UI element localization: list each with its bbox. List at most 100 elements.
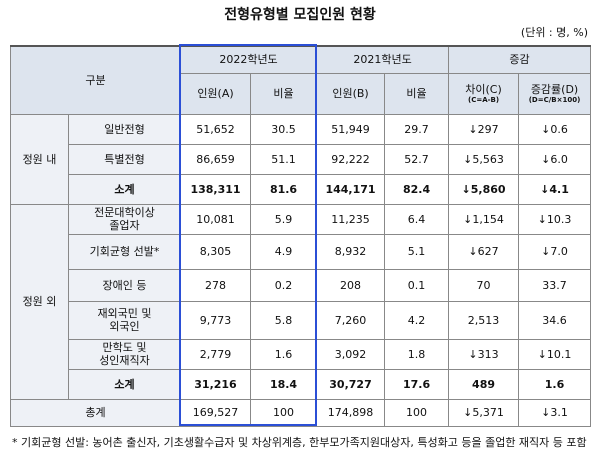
- row: 정원 외 전문대학이상 졸업자 10,081 5.9 11,235 6.4 ↓1,154 ↓10…: [10, 203, 592, 400]
- cell: 11,235: [316, 203, 386, 235]
- cell: 3,092: [316, 338, 386, 370]
- row: 소계 31,216 18.4 30,727 17.6 489 1.6: [11, 368, 592, 400]
- row-label-line: 졸업자: [109, 219, 140, 232]
- cell: 31,216: [180, 368, 251, 400]
- cell: 1.8: [384, 338, 450, 370]
- row: 정원 내 일반전형 51,652 30.5 51,949 29.7 ↓297 ↓0.6: [10, 113, 592, 205]
- header-text: 차이(C): [465, 82, 502, 96]
- header-cell: 인원(A): [180, 72, 251, 115]
- header-text: 증감률(D): [530, 82, 579, 96]
- row-label: 소계: [68, 368, 181, 400]
- table: 구분 2022학년도 2021학년도 증감 인원(A) 비율 인원(B) 비율 차이(C…: [10, 45, 592, 427]
- cell: 2,513: [448, 300, 520, 340]
- cell: 2,779: [180, 338, 251, 370]
- header-cell: 비율: [384, 72, 450, 115]
- cell: 10,081: [180, 203, 251, 235]
- header-cell: 인원(B): [316, 72, 386, 115]
- cell: ↓10.1: [518, 338, 592, 370]
- cell: 70: [448, 268, 520, 302]
- row: 재외국민 및 외국인 9,773 5.8 7,260 4.2 2,513 34.6: [11, 300, 592, 340]
- cell: ↓6.0: [518, 143, 592, 175]
- cell: 169,527: [180, 398, 251, 427]
- cell: ↓5,563: [448, 143, 520, 175]
- cell: ↓627: [448, 233, 520, 270]
- cell: 34.6: [518, 300, 592, 340]
- row-label-line: 외국인: [109, 320, 140, 333]
- cell: 138,311: [180, 173, 251, 205]
- cell: 4.2: [384, 300, 450, 340]
- cell: 51,652: [180, 113, 251, 145]
- header-cell: 2022학년도: [179, 45, 318, 74]
- cell: 208: [316, 268, 386, 302]
- total-row: 총계 169,527 100 174,898 100 ↓5,371 ↓3.1: [10, 398, 592, 427]
- cell: 5.1: [384, 233, 450, 270]
- row-label-line: 특별전형: [104, 152, 145, 166]
- header-text: 인원(A): [197, 87, 234, 100]
- cell: ↓5,371: [448, 398, 520, 427]
- cell: 5.9: [249, 203, 318, 235]
- cell: 29.7: [384, 113, 450, 145]
- cell: ↓0.6: [518, 113, 592, 145]
- row-label: 일반전형: [68, 113, 181, 145]
- row-label-line: 소계: [114, 182, 135, 196]
- cell: 6.4: [384, 203, 450, 235]
- header-cell: 2021학년도: [316, 45, 450, 74]
- row-label-line: 기회균형 선발*: [89, 245, 160, 258]
- cell: 9,773: [180, 300, 251, 340]
- cell: 51.1: [249, 143, 318, 175]
- unit: (단위 : 명, %): [520, 26, 588, 39]
- cell: 7,260: [316, 300, 386, 340]
- cell: ↓313: [448, 338, 520, 370]
- cell: 30,727: [316, 368, 386, 400]
- row-label: 소계: [68, 173, 181, 205]
- row-label-line: 재외국민 및: [97, 307, 152, 320]
- header-text: 인원(B): [332, 87, 369, 100]
- cell: 17.6: [384, 368, 450, 400]
- footnote: * 기회균형 선발: 농어촌 출신자, 기초생활수급자 및 차상위계층, 한부모…: [12, 436, 587, 449]
- header-cell: 증감: [448, 45, 592, 74]
- row: 소계 138,311 81.6 144,171 82.4 ↓5,860 ↓4.1: [11, 173, 592, 205]
- cell: 30.5: [249, 113, 318, 145]
- cell: 1.6: [518, 368, 592, 400]
- header-text: 비율: [406, 87, 427, 100]
- row-label-line: 만학도 및: [102, 341, 147, 354]
- row-label-line: 일반전형: [104, 122, 145, 136]
- cell: ↓4.1: [518, 173, 592, 205]
- row-label: 기회균형 선발*: [68, 233, 181, 270]
- header-cell: 차이(C) (C=A-B): [448, 72, 520, 115]
- cell: 1.6: [249, 338, 318, 370]
- cell: 52.7: [384, 143, 450, 175]
- row-label: 장애인 등: [68, 268, 181, 302]
- cell: 18.4: [249, 368, 318, 400]
- title: 전형유형별 모집인원 현황: [224, 7, 376, 23]
- row: 장애인 등 278 0.2 208 0.1 70 33.7: [11, 268, 592, 302]
- cell: ↓10.3: [518, 203, 592, 235]
- header-cell: 구분: [10, 45, 181, 115]
- cell: 8,305: [180, 233, 251, 270]
- row-label-line: 전문대학이상: [94, 206, 155, 219]
- group-label: 정원 내: [10, 113, 69, 205]
- cell: 0.1: [384, 268, 450, 302]
- total-label: 총계: [10, 398, 181, 427]
- cell: ↓5,860: [448, 173, 520, 205]
- cell: 86,659: [180, 143, 251, 175]
- row-label: 재외국민 및 외국인: [68, 300, 181, 340]
- cell: 92,222: [316, 143, 386, 175]
- row: 기회균형 선발* 8,305 4.9 8,932 5.1 ↓627 ↓7.0: [11, 233, 592, 270]
- row-label-line: 장애인 등: [102, 278, 147, 292]
- cell: ↓1,154: [448, 203, 520, 235]
- header-cell: 비율: [249, 72, 318, 115]
- cell: 33.7: [518, 268, 592, 302]
- row-label: 만학도 및 성인재직자: [68, 338, 181, 370]
- cell: 82.4: [384, 173, 450, 205]
- formula: (C=A-B): [468, 95, 500, 104]
- row-label-line: 성인재직자: [99, 354, 150, 367]
- cell: 100: [249, 398, 318, 427]
- row-label: 특별전형: [68, 143, 181, 175]
- cell: 278: [180, 268, 251, 302]
- cell: ↓7.0: [518, 233, 592, 270]
- cell: 51,949: [316, 113, 386, 145]
- group-label: 정원 외: [10, 203, 69, 400]
- cell: 174,898: [316, 398, 386, 427]
